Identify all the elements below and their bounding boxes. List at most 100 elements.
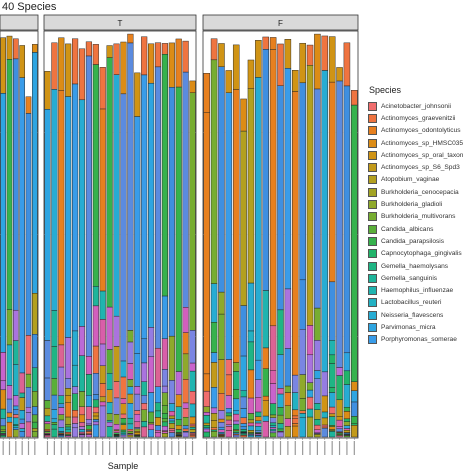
- bar-segment: [314, 340, 321, 371]
- x-tick-label: [235, 441, 237, 455]
- bar-segment: [25, 113, 32, 336]
- bar-segment: [134, 116, 141, 354]
- bar-segment: [6, 421, 13, 438]
- bar-segment: [0, 408, 6, 420]
- x-tick-label: [34, 441, 36, 455]
- bar-segment: [141, 426, 148, 438]
- bar-segment: [269, 370, 277, 384]
- bar-segment: [134, 435, 141, 438]
- bar-segment: [328, 36, 336, 83]
- bar-segment: [306, 65, 314, 326]
- bar-segment: [154, 386, 162, 404]
- bar-segment: [277, 428, 284, 432]
- bar-segment: [51, 422, 58, 425]
- bar-segment: [255, 359, 262, 380]
- bar-segment: [72, 386, 79, 394]
- bar-segment: [225, 426, 233, 431]
- x-tick-label: [60, 441, 62, 455]
- bar-segment: [13, 409, 19, 415]
- bar-segment: [141, 409, 148, 422]
- bar-segment: [25, 406, 32, 413]
- bar-segment: [92, 412, 99, 417]
- bar-segment: [240, 426, 247, 430]
- bar-segment: [255, 416, 262, 422]
- bar-segment: [92, 373, 99, 395]
- bar-segment: [351, 104, 358, 382]
- bar-segment: [127, 430, 134, 434]
- bar-segment: [328, 413, 336, 417]
- bar-segment: [161, 54, 168, 297]
- legend-label: Candida_albicans: [381, 225, 434, 233]
- bar-segment: [189, 391, 196, 405]
- bar-segment: [247, 425, 255, 431]
- bar-segment: [51, 346, 58, 379]
- bar-segment: [299, 417, 306, 438]
- legend-key: [368, 273, 377, 283]
- bar-segment: [168, 87, 175, 337]
- bar-segment: [148, 429, 155, 438]
- bar-segment: [78, 429, 86, 433]
- bar-segment: [154, 432, 162, 438]
- bar-segment: [306, 382, 314, 391]
- bar-segment: [292, 425, 299, 438]
- bar-segment: [32, 414, 38, 423]
- bar-segment: [351, 390, 358, 403]
- bar-segment: [225, 419, 233, 426]
- legend-item: Haemophilus_influenzae: [368, 284, 474, 296]
- bar-segment: [65, 388, 72, 396]
- bar-segment: [0, 418, 6, 427]
- x-tick-label: [122, 441, 125, 455]
- bar-segment: [232, 434, 240, 438]
- bar-segment: [141, 403, 148, 411]
- bar-segment: [306, 389, 314, 398]
- bar-segment: [6, 309, 13, 346]
- legend-key: [368, 261, 377, 271]
- bar-segment: [262, 347, 269, 369]
- bar-segment: [351, 416, 358, 424]
- x-tick-label: [185, 441, 187, 455]
- bar-segment: [232, 413, 240, 422]
- bar-segment: [255, 422, 262, 427]
- bar-segment: [161, 405, 168, 414]
- bar-segment: [182, 307, 189, 333]
- bar-segment: [0, 425, 6, 431]
- x-tick-label: [21, 441, 23, 455]
- x-tick-label: [81, 441, 83, 455]
- bar-segment: [120, 422, 127, 425]
- bar-segment: [127, 393, 134, 404]
- facet-panel: F: [202, 14, 359, 455]
- legend-label: Atopobium_vaginae: [381, 176, 440, 184]
- bar-segment: [127, 330, 134, 343]
- bar-segment: [247, 330, 255, 343]
- legend-item: Capnocytophaga_gingivalis: [368, 248, 474, 260]
- bar-segment: [269, 417, 277, 424]
- bar-segment: [210, 387, 218, 409]
- bar-segment: [343, 428, 351, 431]
- bar-segment: [92, 394, 99, 401]
- chart-title: 40 Species: [2, 1, 57, 13]
- bar-segment: [189, 403, 196, 418]
- bar-segment: [203, 373, 210, 392]
- x-tick-label: [95, 441, 97, 455]
- bar-segment: [292, 70, 299, 92]
- bar-segment: [210, 431, 218, 438]
- bar-segment: [336, 435, 343, 438]
- x-tick-label: [171, 441, 173, 455]
- bar-segment: [314, 434, 321, 438]
- bar-segment: [161, 43, 168, 55]
- x-tick-label: [302, 441, 304, 455]
- bar-segment: [58, 414, 65, 421]
- bar-segment: [262, 421, 269, 438]
- bar-segment: [106, 402, 113, 414]
- legend-key: [368, 163, 377, 173]
- legend-label: Actinomyces_sp_S6_Spd3: [381, 164, 460, 172]
- bar-segment: [255, 397, 262, 413]
- bar-segment: [203, 431, 210, 438]
- bar-segment: [225, 424, 233, 427]
- bar-segment: [13, 417, 19, 425]
- legend-label: Actinomyces_sp_oral_taxon: [381, 151, 464, 159]
- bar-segment: [51, 310, 58, 347]
- bar-segment: [106, 413, 113, 421]
- bar-segment: [99, 396, 106, 403]
- legend-label: Burkholderia_cenocepacia: [381, 188, 459, 196]
